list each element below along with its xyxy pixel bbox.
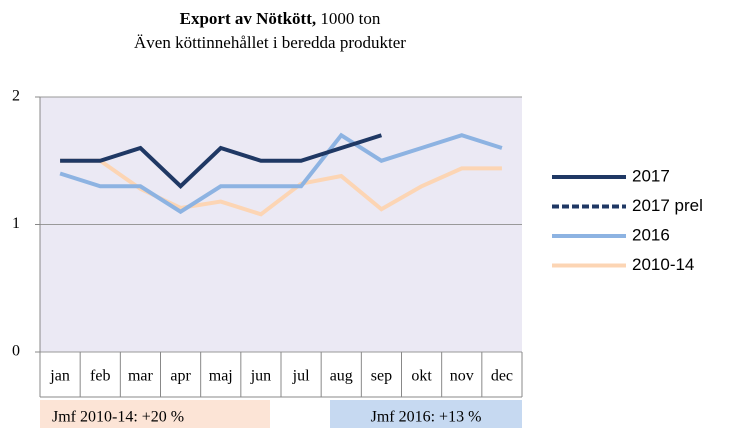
y-tick-label: 1 (12, 215, 20, 232)
chart-subtitle: Även köttinnehållet i beredda produkter (134, 33, 406, 52)
x-tick-label: jul (292, 368, 310, 385)
legend-label: 2010-14 (632, 255, 694, 274)
annotation-box (40, 400, 270, 428)
chart-title: Export av Nötkött, (180, 9, 316, 28)
x-tick-label: jan (49, 368, 70, 385)
x-tick-label: aug (330, 368, 353, 385)
legend-label: 2017 (632, 166, 670, 185)
x-tick-label: okt (411, 368, 432, 385)
x-tick-label: feb (90, 368, 110, 385)
x-tick-label: dec (491, 368, 513, 385)
y-tick-label: 2 (12, 88, 20, 105)
x-tick-label: mar (128, 368, 154, 385)
annotation: Jmf 2010-14: +20 % (52, 409, 184, 426)
chart-title-line: Export av Nötkött, 1000 ton (180, 9, 381, 28)
legend-label: 2017 prel (632, 196, 703, 215)
series-line (59, 132, 503, 215)
x-tick-label: sep (371, 368, 392, 385)
legend-label: 2016 (632, 225, 670, 244)
series-line (60, 133, 383, 190)
x-tick-label: apr (170, 368, 191, 385)
x-tick-label: maj (209, 368, 233, 385)
series-line (60, 158, 502, 217)
x-tick-label: nov (450, 368, 474, 385)
annotation: Jmf 2016: +13 % (371, 409, 482, 426)
annotation-box (330, 400, 522, 428)
chart-title-unit: 1000 ton (320, 9, 380, 28)
y-tick-label: 0 (12, 343, 20, 360)
x-tick-label: jun (250, 368, 271, 385)
